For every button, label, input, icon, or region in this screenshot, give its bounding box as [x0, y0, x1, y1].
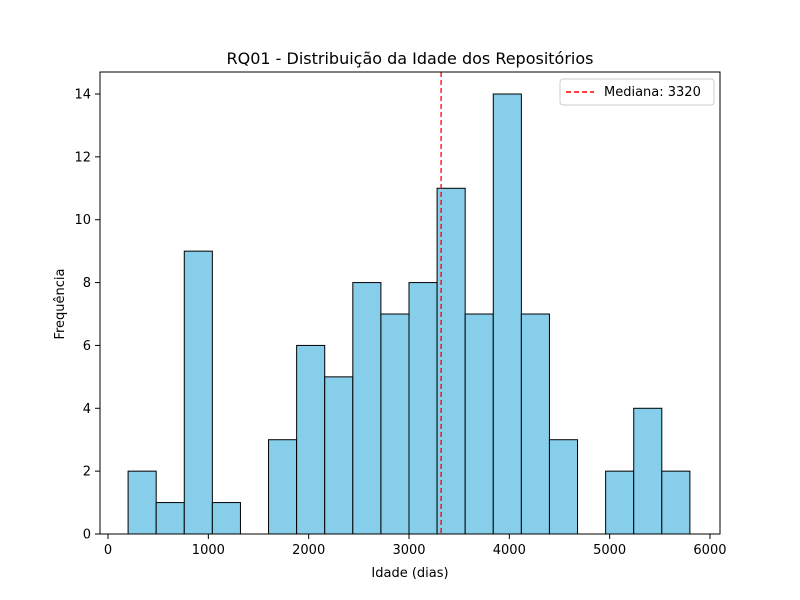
histogram-bar	[520, 313, 550, 535]
histogram-bar	[605, 470, 635, 535]
histogram-bar	[380, 313, 410, 535]
legend: Mediana: 3320	[559, 78, 715, 106]
legend-box	[559, 78, 715, 106]
y-tick-label: 6	[83, 339, 91, 354]
histogram-bar	[183, 250, 213, 535]
y-tick-label: 2	[83, 465, 91, 480]
y-tick-label: 12	[74, 150, 91, 165]
x-tick-label: 5000	[593, 543, 626, 558]
y-tick-label: 4	[83, 402, 91, 417]
legend-median-label: Mediana: 3320	[604, 85, 701, 100]
y-axis-label: Frequência	[53, 268, 68, 339]
y-tick-label: 0	[83, 528, 91, 543]
x-tick-label: 6000	[693, 543, 726, 558]
x-tick-label: 2000	[292, 543, 325, 558]
histogram-bar	[492, 93, 522, 535]
x-axis-label: Idade (dias)	[371, 566, 448, 581]
bars-layer	[127, 93, 691, 535]
axis-layer: 0 1000 2000 3000 4000 5000 6000 0 2 4 6 8 10 12 14	[74, 71, 727, 558]
x-tick-label: 0	[104, 543, 112, 558]
histogram-bar	[296, 344, 326, 535]
histogram-bar	[464, 313, 494, 535]
y-tick-label: 8	[83, 276, 91, 291]
histogram-bar	[127, 470, 157, 535]
x-tick-label: 1000	[192, 543, 225, 558]
histogram-bar	[268, 439, 298, 535]
x-tick-label: 4000	[493, 543, 526, 558]
x-tick-label: 3000	[392, 543, 425, 558]
histogram-bar	[352, 282, 382, 535]
histogram-bar	[155, 502, 185, 535]
histogram-bar	[661, 470, 691, 535]
plot-frame	[99, 71, 721, 535]
chart-title: RQ01 - Distribuição da Idade dos Reposit…	[227, 49, 594, 68]
histogram-bar	[548, 439, 579, 535]
y-tick-label: 10	[74, 213, 91, 228]
histogram-bar	[211, 502, 241, 535]
histogram-bar	[408, 282, 438, 535]
y-tick-label: 14	[74, 88, 91, 103]
histogram-bar	[633, 407, 663, 535]
histogram-bar	[324, 376, 354, 535]
